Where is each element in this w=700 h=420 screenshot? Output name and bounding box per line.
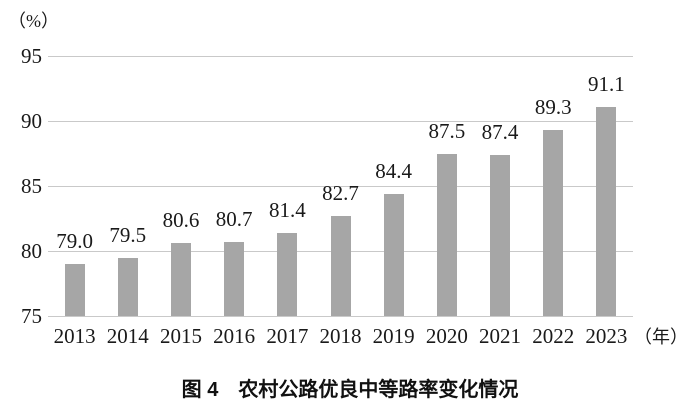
bar — [277, 232, 298, 316]
y-tick-label: 75 — [21, 304, 42, 328]
x-tick-label: 2014 — [106, 324, 149, 348]
bar-value-label: 80.7 — [215, 206, 253, 231]
x-tick-label: 2019 — [372, 324, 415, 348]
bar-value-label: 87.4 — [481, 119, 519, 144]
x-tick-label: 2023 — [585, 324, 628, 348]
bar — [224, 241, 245, 316]
x-tick-label: 2017 — [266, 324, 309, 348]
gridline — [48, 121, 633, 122]
bar-value-label: 87.5 — [428, 118, 466, 143]
plot-area: 95 90 85 80 75 79.0 2013 79.5 2014 80.6 2015 80.7 20… — [21, 44, 633, 348]
bar — [64, 264, 85, 316]
bar — [436, 153, 457, 316]
bar — [383, 193, 404, 316]
bar-value-label: 81.4 — [268, 197, 306, 222]
x-tick-label: 2015 — [159, 324, 202, 348]
bar — [490, 154, 511, 316]
bar-value-label: 84.4 — [375, 158, 413, 183]
gridline — [48, 186, 633, 187]
x-tick-label: 2021 — [479, 324, 522, 348]
y-tick-label: 90 — [21, 109, 42, 133]
figure-caption: 图 4 农村公路优良中等路率变化情况 — [181, 379, 519, 401]
x-tick-label: 2013 — [53, 324, 96, 348]
bar-value-label: 79.0 — [56, 229, 93, 253]
x-tick-label: 2018 — [319, 324, 362, 348]
y-tick-label: 95 — [21, 44, 42, 68]
bar — [170, 243, 191, 316]
bar — [596, 106, 617, 316]
bar-value-label: 89.3 — [534, 95, 572, 120]
gridline — [48, 316, 633, 317]
gridline — [48, 56, 633, 57]
bar-value-label: 79.5 — [109, 222, 147, 247]
bar-value-label: 80.6 — [162, 208, 200, 233]
x-tick-label: 2020 — [425, 324, 468, 348]
bar-value-label: 82.7 — [322, 180, 359, 205]
x-tick-label: 2016 — [213, 324, 256, 348]
y-tick-label: 85 — [21, 174, 42, 198]
bar-value-label: 91.1 — [588, 71, 625, 96]
y-axis-unit-label: （%） — [8, 11, 59, 31]
y-tick-label: 80 — [21, 239, 42, 263]
bar — [543, 130, 564, 316]
x-tick-label: 2022 — [532, 324, 575, 348]
bar — [117, 257, 138, 316]
x-axis-unit-label: （年） — [634, 327, 688, 347]
bar — [330, 215, 351, 316]
